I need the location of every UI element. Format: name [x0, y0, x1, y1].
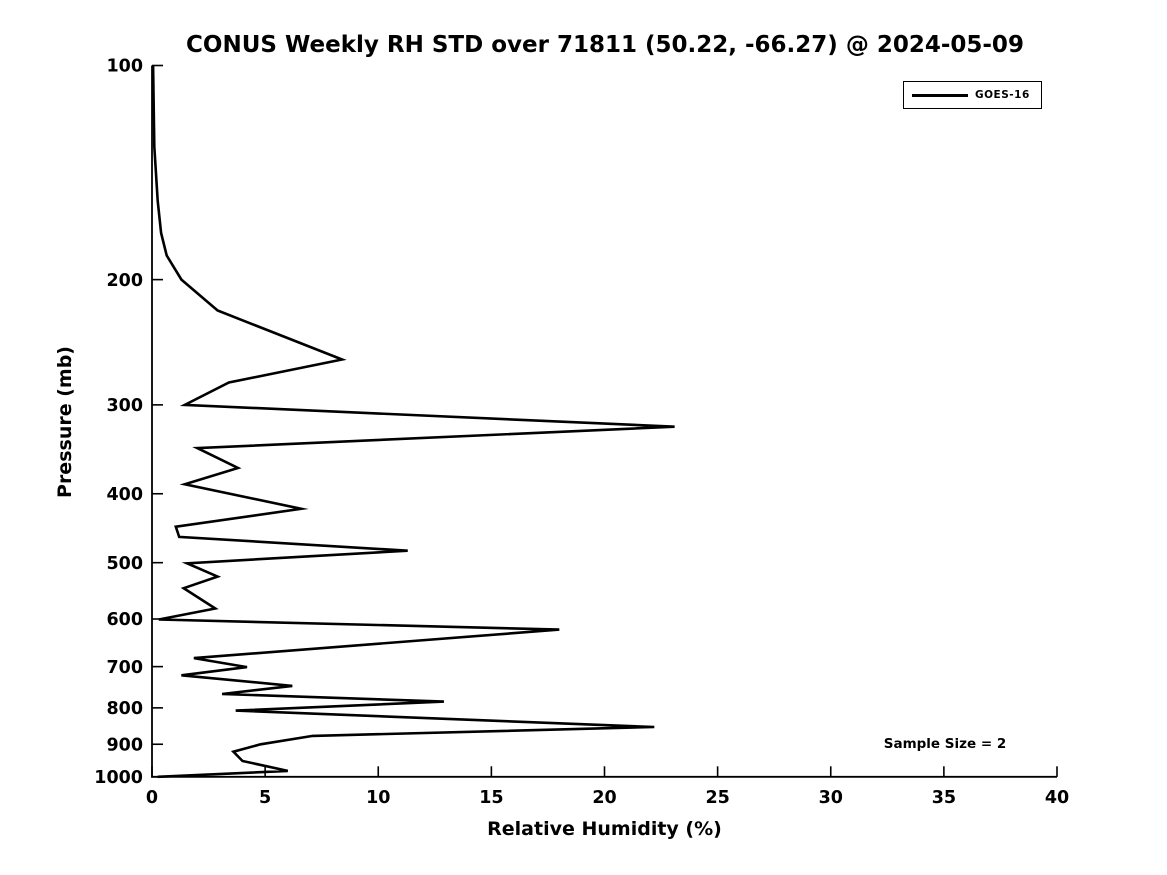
y-tick-label: 800 — [106, 699, 143, 719]
y-tick-label: 400 — [106, 485, 143, 505]
x-tick-label: 35 — [932, 788, 956, 808]
x-tick-label: 5 — [259, 788, 271, 808]
x-tick-label: 15 — [479, 788, 503, 808]
x-tick-label: 20 — [592, 788, 616, 808]
rh-profile-line — [151, 65, 675, 779]
y-tick-label: 200 — [106, 271, 143, 291]
y-tick-label: 500 — [106, 554, 143, 574]
x-tick-label: 25 — [705, 788, 729, 808]
x-tick-label: 10 — [366, 788, 390, 808]
y-tick-label: 300 — [106, 396, 143, 416]
y-tick-label: 900 — [106, 735, 143, 755]
x-tick-label: 40 — [1045, 788, 1069, 808]
y-tick-label: 1000 — [94, 768, 143, 788]
y-tick-label: 600 — [106, 610, 143, 630]
x-tick-label: 30 — [819, 788, 843, 808]
y-tick-label: 700 — [106, 658, 143, 678]
x-axis-label: Relative Humidity (%) — [487, 818, 722, 840]
legend-box: GOES-16 — [903, 81, 1042, 109]
sample-size-annotation: Sample Size = 2 — [883, 736, 1007, 752]
x-tick-label: 0 — [146, 788, 158, 808]
chart-title: CONUS Weekly RH STD over 71811 (50.22, -… — [186, 32, 1024, 58]
y-tick-label: 100 — [106, 57, 143, 77]
legend-line-sample — [912, 93, 968, 97]
legend-entry-label: GOES-16 — [975, 89, 1030, 101]
y-axis-label: Pressure (mb) — [54, 346, 76, 498]
